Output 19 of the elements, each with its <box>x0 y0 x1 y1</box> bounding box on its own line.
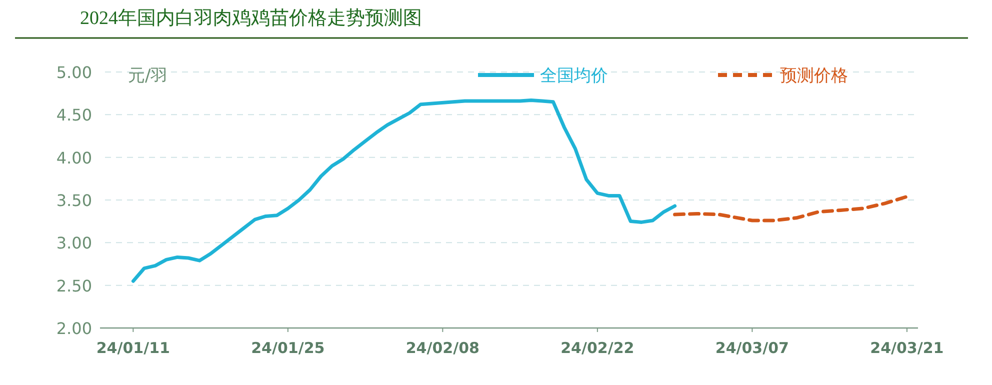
line-series <box>673 194 909 222</box>
x-tick-label: 24/03/07 <box>715 339 789 357</box>
x-tick-label: 24/03/21 <box>870 339 944 357</box>
y-tick-label: 3.50 <box>56 191 92 210</box>
y-tick-label: 3.00 <box>56 234 92 253</box>
y-tick-label: 2.00 <box>56 319 92 338</box>
x-tick-label: 24/01/25 <box>251 339 325 357</box>
y-tick-label: 2.50 <box>56 276 92 296</box>
y-tick-label: 4.50 <box>56 106 92 125</box>
x-tick-label: 24/01/11 <box>96 339 170 357</box>
line-series <box>131 98 677 283</box>
x-tick-label: 24/02/22 <box>560 339 634 357</box>
legend-label: 全国均价 <box>540 66 608 86</box>
y-axis-title: 元/羽 <box>128 66 168 86</box>
chart-title: 2024年国内白羽肉鸡鸡苗价格走势预测图 <box>80 8 422 29</box>
y-tick-label: 5.00 <box>56 63 92 82</box>
legend-label: 预测价格 <box>780 66 848 86</box>
x-tick-label: 24/02/08 <box>406 339 480 357</box>
y-tick-label: 4.00 <box>56 148 92 168</box>
